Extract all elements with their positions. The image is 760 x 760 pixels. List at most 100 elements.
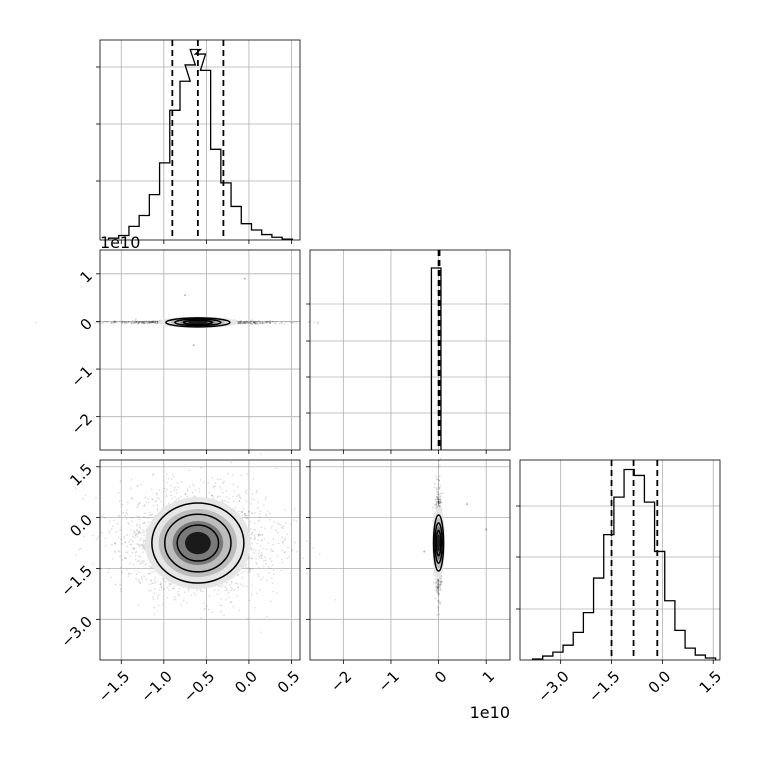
scatter-point bbox=[250, 503, 253, 505]
scatter-point bbox=[250, 512, 253, 514]
scatter-point bbox=[173, 476, 175, 478]
scatter-point bbox=[249, 568, 251, 571]
scatter-point bbox=[280, 523, 282, 526]
scatter-point bbox=[226, 589, 228, 591]
scatter-point bbox=[437, 586, 439, 589]
scatter-point bbox=[438, 583, 441, 586]
scatter-point bbox=[252, 548, 255, 551]
scatter-point bbox=[257, 566, 260, 569]
scatter-point bbox=[254, 322, 256, 324]
scatter-point bbox=[149, 320, 152, 323]
scatter-point bbox=[261, 533, 264, 536]
scatter-point bbox=[271, 564, 274, 566]
scatter-point bbox=[239, 321, 242, 324]
scatter-point bbox=[253, 551, 256, 554]
scatter-point bbox=[138, 502, 141, 505]
scatter-point bbox=[138, 320, 141, 323]
scatter-point bbox=[138, 526, 141, 529]
scatter-point bbox=[439, 500, 442, 503]
scatter-point bbox=[159, 583, 162, 586]
scatter-point bbox=[136, 515, 139, 518]
scatter-point bbox=[437, 498, 439, 501]
scatter-point bbox=[153, 592, 156, 595]
scatter-point bbox=[165, 495, 168, 498]
scatter-point bbox=[142, 321, 144, 324]
scatter-point bbox=[265, 514, 268, 517]
scatter-point bbox=[283, 509, 286, 511]
scatter-point bbox=[137, 322, 140, 325]
scatter-point bbox=[212, 497, 215, 499]
scatter-point bbox=[184, 493, 187, 495]
scatter-point bbox=[134, 551, 137, 554]
scatter-point bbox=[249, 570, 252, 573]
scatter-point bbox=[221, 584, 224, 587]
scatter-point bbox=[133, 530, 136, 533]
scatter-point bbox=[138, 539, 141, 542]
scatter-point bbox=[219, 610, 222, 613]
scatter-point bbox=[153, 321, 155, 324]
scatter-point bbox=[129, 529, 132, 532]
scatter-point bbox=[251, 512, 254, 515]
scatter-point bbox=[136, 529, 139, 532]
scatter-point bbox=[259, 322, 262, 324]
scatter-point bbox=[436, 614, 439, 616]
scatter-point bbox=[163, 487, 166, 490]
scatter-point bbox=[102, 321, 105, 324]
scatter-point bbox=[143, 560, 145, 563]
y-tick-label: 0 bbox=[77, 315, 96, 334]
scatter-point bbox=[281, 536, 284, 538]
scatter-point bbox=[438, 601, 441, 604]
scatter-point bbox=[260, 526, 263, 529]
scatter-point bbox=[233, 589, 236, 591]
scatter-point bbox=[156, 504, 159, 506]
scatter-point bbox=[441, 580, 443, 583]
scatter-point bbox=[270, 527, 272, 529]
scatter-point bbox=[205, 604, 208, 607]
scatter-point bbox=[211, 611, 213, 614]
scatter-point bbox=[265, 320, 267, 323]
scatter-point bbox=[137, 321, 140, 324]
scatter-point bbox=[225, 495, 228, 498]
scatter-point bbox=[437, 600, 440, 603]
scatter-point bbox=[437, 586, 440, 589]
scatter-point bbox=[191, 483, 194, 486]
scatter-point bbox=[129, 487, 132, 490]
scatter-point bbox=[437, 500, 440, 503]
scatter-point bbox=[150, 320, 153, 323]
scatter-point bbox=[133, 321, 136, 324]
scatter-point bbox=[268, 320, 271, 323]
scatter-point bbox=[254, 536, 256, 539]
scatter-point bbox=[250, 533, 253, 536]
scatter-point bbox=[142, 543, 144, 546]
scatter-point bbox=[252, 478, 255, 480]
scatter-point bbox=[220, 597, 223, 600]
scatter-point bbox=[248, 322, 250, 324]
scatter-point bbox=[288, 555, 290, 558]
scatter-point bbox=[436, 504, 438, 507]
scatter-point bbox=[277, 522, 280, 525]
scatter-point bbox=[138, 321, 140, 324]
scatter-point bbox=[241, 322, 244, 325]
scatter-point bbox=[214, 482, 217, 485]
scatter-point bbox=[157, 594, 160, 597]
scatter-point bbox=[318, 553, 321, 556]
scatter-point bbox=[273, 521, 276, 524]
scatter-point bbox=[291, 549, 294, 551]
scatter-point bbox=[251, 323, 254, 326]
scatter-point bbox=[144, 496, 147, 499]
scatter-point bbox=[174, 598, 177, 601]
scatter-point bbox=[100, 567, 102, 570]
scatter-point bbox=[120, 321, 123, 324]
scatter-point bbox=[129, 321, 132, 324]
scatter-point bbox=[244, 513, 247, 516]
scatter-point bbox=[223, 480, 225, 483]
scatter-point bbox=[254, 320, 257, 323]
scatter-point bbox=[438, 501, 441, 504]
scatter-point bbox=[437, 501, 440, 504]
scatter-point bbox=[238, 322, 241, 325]
scatter-point bbox=[243, 320, 246, 323]
scatter-point bbox=[78, 548, 80, 551]
scatter-point bbox=[153, 570, 156, 573]
scatter-point bbox=[117, 549, 120, 552]
scatter-point bbox=[239, 321, 242, 324]
